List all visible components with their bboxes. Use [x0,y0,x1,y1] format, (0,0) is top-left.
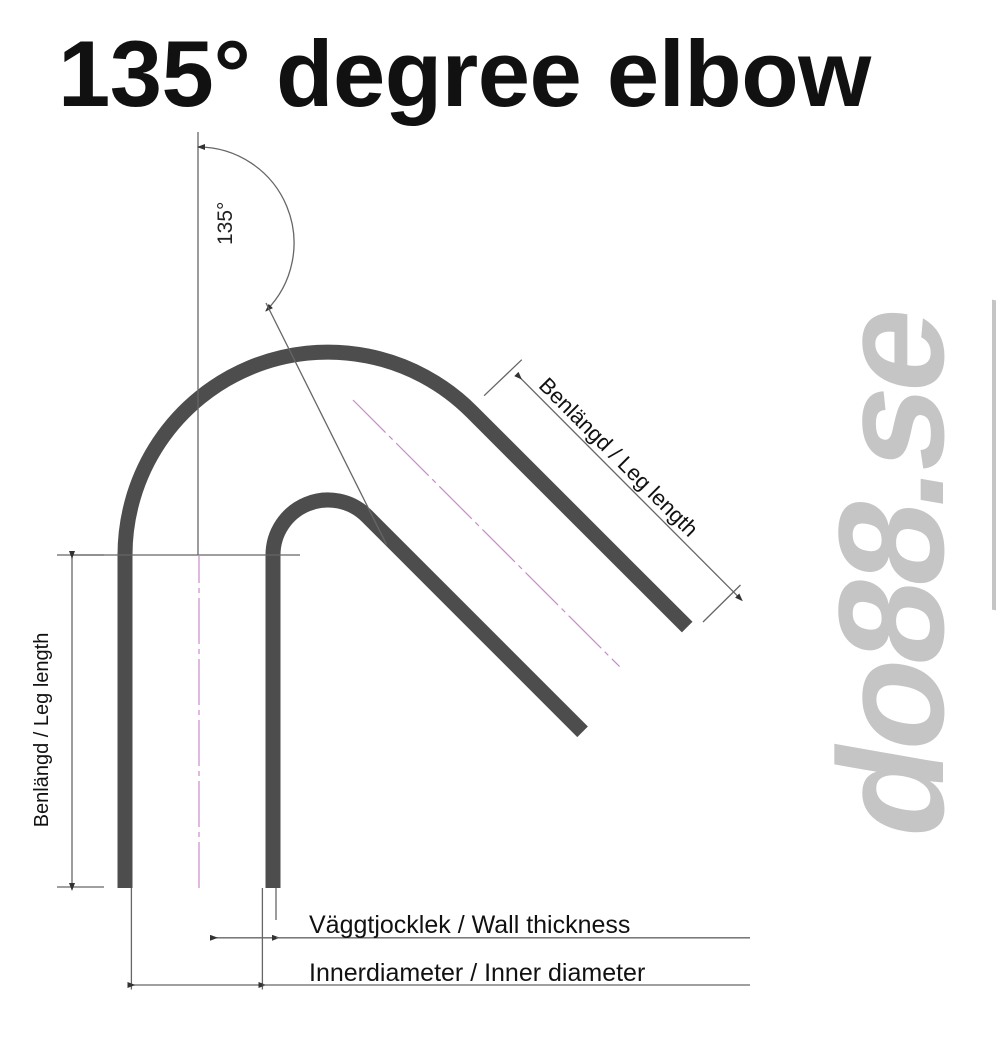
svg-text:Väggtjocklek / Wall thickness: Väggtjocklek / Wall thickness [309,911,630,939]
svg-text:135°: 135° [214,202,237,245]
svg-text:Benlängd / Leg length: Benlängd / Leg length [534,373,703,542]
svg-text:Benlängd / Leg length: Benlängd / Leg length [31,633,53,828]
svg-text:Innerdiameter / Inner diameter: Innerdiameter / Inner diameter [309,959,645,987]
